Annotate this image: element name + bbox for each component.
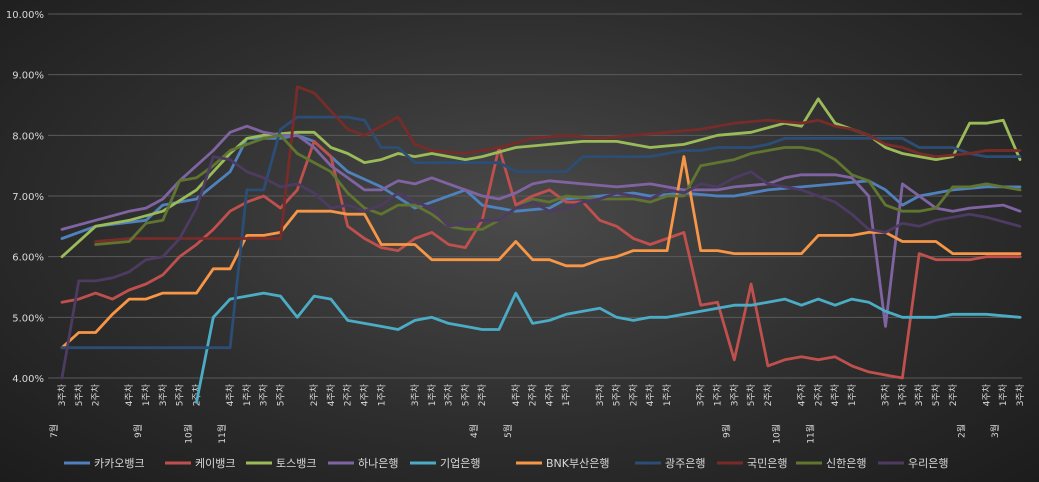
x-tick-label: 5주차	[611, 383, 623, 406]
x-tick-label: 4주차	[123, 383, 135, 406]
x-tick-label: 1주차	[661, 383, 673, 406]
x-tick-label: 4주차	[796, 383, 808, 406]
x-tick-label: 5주차	[73, 383, 85, 406]
legend-label: 신한은행	[826, 457, 866, 470]
x-tick-label: 2주차	[476, 383, 488, 406]
x-tick-label: 4주차	[980, 383, 992, 406]
legend-label: 카카오뱅크	[94, 457, 145, 470]
x-tick-label: 1주차	[711, 383, 723, 406]
x-tick-label: 2주차	[308, 383, 320, 406]
x-tick-label: 5주차	[745, 383, 757, 406]
x-month-label: 10월	[771, 424, 783, 444]
series-line	[94, 133, 1022, 246]
x-tick-label: 3주차	[695, 383, 707, 406]
series-line	[94, 85, 1022, 243]
x-month-label: 7월	[48, 424, 60, 438]
x-tick-label: 3주차	[56, 383, 68, 406]
series-line	[60, 97, 1022, 259]
x-tick-label: 3주차	[157, 383, 169, 406]
x-tick-label: 1주차	[846, 383, 858, 406]
series-line	[60, 139, 1022, 380]
x-tick-label: 3주차	[594, 383, 606, 406]
legend-label: 국민은행	[747, 457, 787, 470]
x-month-label: 4월	[468, 424, 480, 438]
x-tick-label: 1주차	[560, 383, 572, 406]
x-tick-label: 1주차	[997, 383, 1009, 406]
series-line	[60, 133, 1022, 240]
x-tick-label: 3주차	[409, 383, 421, 406]
x-month-label: 3월	[989, 424, 1001, 438]
gridlines	[48, 13, 1022, 379]
x-tick-label: 3주차	[913, 383, 925, 406]
x-tick-label: 5주차	[174, 383, 186, 406]
legend-label: 토스뱅크	[276, 457, 316, 470]
y-tick-label: 6.00%	[12, 253, 44, 264]
x-tick-label: 2주차	[627, 383, 639, 406]
x-tick-label: 5주차	[459, 383, 471, 406]
x-tick-label: 5주차	[930, 383, 942, 406]
x-month-label: 9월	[720, 424, 732, 438]
x-tick-label: 5주차	[274, 383, 286, 406]
x-tick-label: 1주차	[896, 383, 908, 406]
x-tick-label: 4주차	[510, 383, 522, 406]
x-month-label: 11월	[216, 424, 228, 444]
x-tick-label: 3주차	[443, 383, 455, 406]
x-tick-label: 1주차	[241, 383, 253, 406]
x-tick-label: 3주차	[258, 383, 270, 406]
x-tick-label: 3주차	[880, 383, 892, 406]
x-tick-label: 2주차	[90, 383, 102, 406]
x-month-label: 5월	[502, 424, 514, 438]
x-tick-label: 1주차	[426, 383, 438, 406]
x-tick-label: 4주차	[359, 383, 371, 406]
legend-label: 케이뱅크	[195, 457, 235, 470]
x-tick-label: 2주차	[762, 383, 774, 406]
y-tick-label: 4.00%	[12, 374, 44, 385]
x-tick-label: 1주차	[375, 383, 387, 406]
y-tick-label: 5.00%	[12, 313, 44, 324]
x-month-label: 2월	[956, 424, 968, 438]
y-tick-label: 10.00%	[6, 10, 44, 21]
series-line	[60, 155, 1022, 380]
legend-label: 기업은행	[440, 457, 480, 470]
x-tick-label: 2주차	[342, 383, 354, 406]
x-tick-label: 4주차	[224, 383, 236, 406]
x-tick-label: 2주차	[947, 383, 959, 406]
x-tick-label: 3주차	[1014, 383, 1026, 406]
y-tick-label: 7.00%	[12, 192, 44, 203]
legend-label: 하나은행	[358, 456, 398, 470]
legend-label: BNK부산은행	[546, 457, 609, 470]
series-line	[60, 124, 1022, 328]
legend-label: 우리은행	[908, 457, 948, 470]
x-month-label: 11월	[804, 424, 816, 444]
x-month-label: 10월	[182, 424, 194, 444]
x-tick-label: 2주차	[812, 383, 824, 406]
series-line	[60, 155, 1022, 350]
x-tick-label: 4주차	[829, 383, 841, 406]
x-tick-label: 4주차	[644, 383, 656, 406]
x-month-label: 9월	[132, 424, 144, 438]
x-tick-label: 4주차	[325, 383, 337, 406]
y-axis-ticks: 4.00% 5.00% 6.00% 7.00% 8.00% 9.00% 10.00%	[6, 10, 44, 385]
legend-label: 광주은행	[665, 457, 705, 470]
x-tick-label: 1주차	[140, 383, 152, 406]
x-tick-label: 2주차	[527, 383, 539, 406]
y-tick-label: 9.00%	[12, 71, 44, 82]
x-axis-ticks: 3주차 5주차 2주차 4주차 1주차 3주차 5주차 2주차 4주차 1주차 3주차 5주차 2주차 4…	[48, 383, 1026, 443]
x-tick-label: 4주차	[543, 383, 555, 406]
y-tick-label: 8.00%	[12, 131, 44, 142]
x-tick-label: 3주차	[728, 383, 740, 406]
series-line	[195, 291, 1022, 404]
legend: 카카오뱅크 케이뱅크 토스뱅크 하나은행 기업은행 BNK부산은행 광주은행 국민은행 신한은행…	[64, 456, 948, 470]
series-lines	[60, 85, 1022, 404]
